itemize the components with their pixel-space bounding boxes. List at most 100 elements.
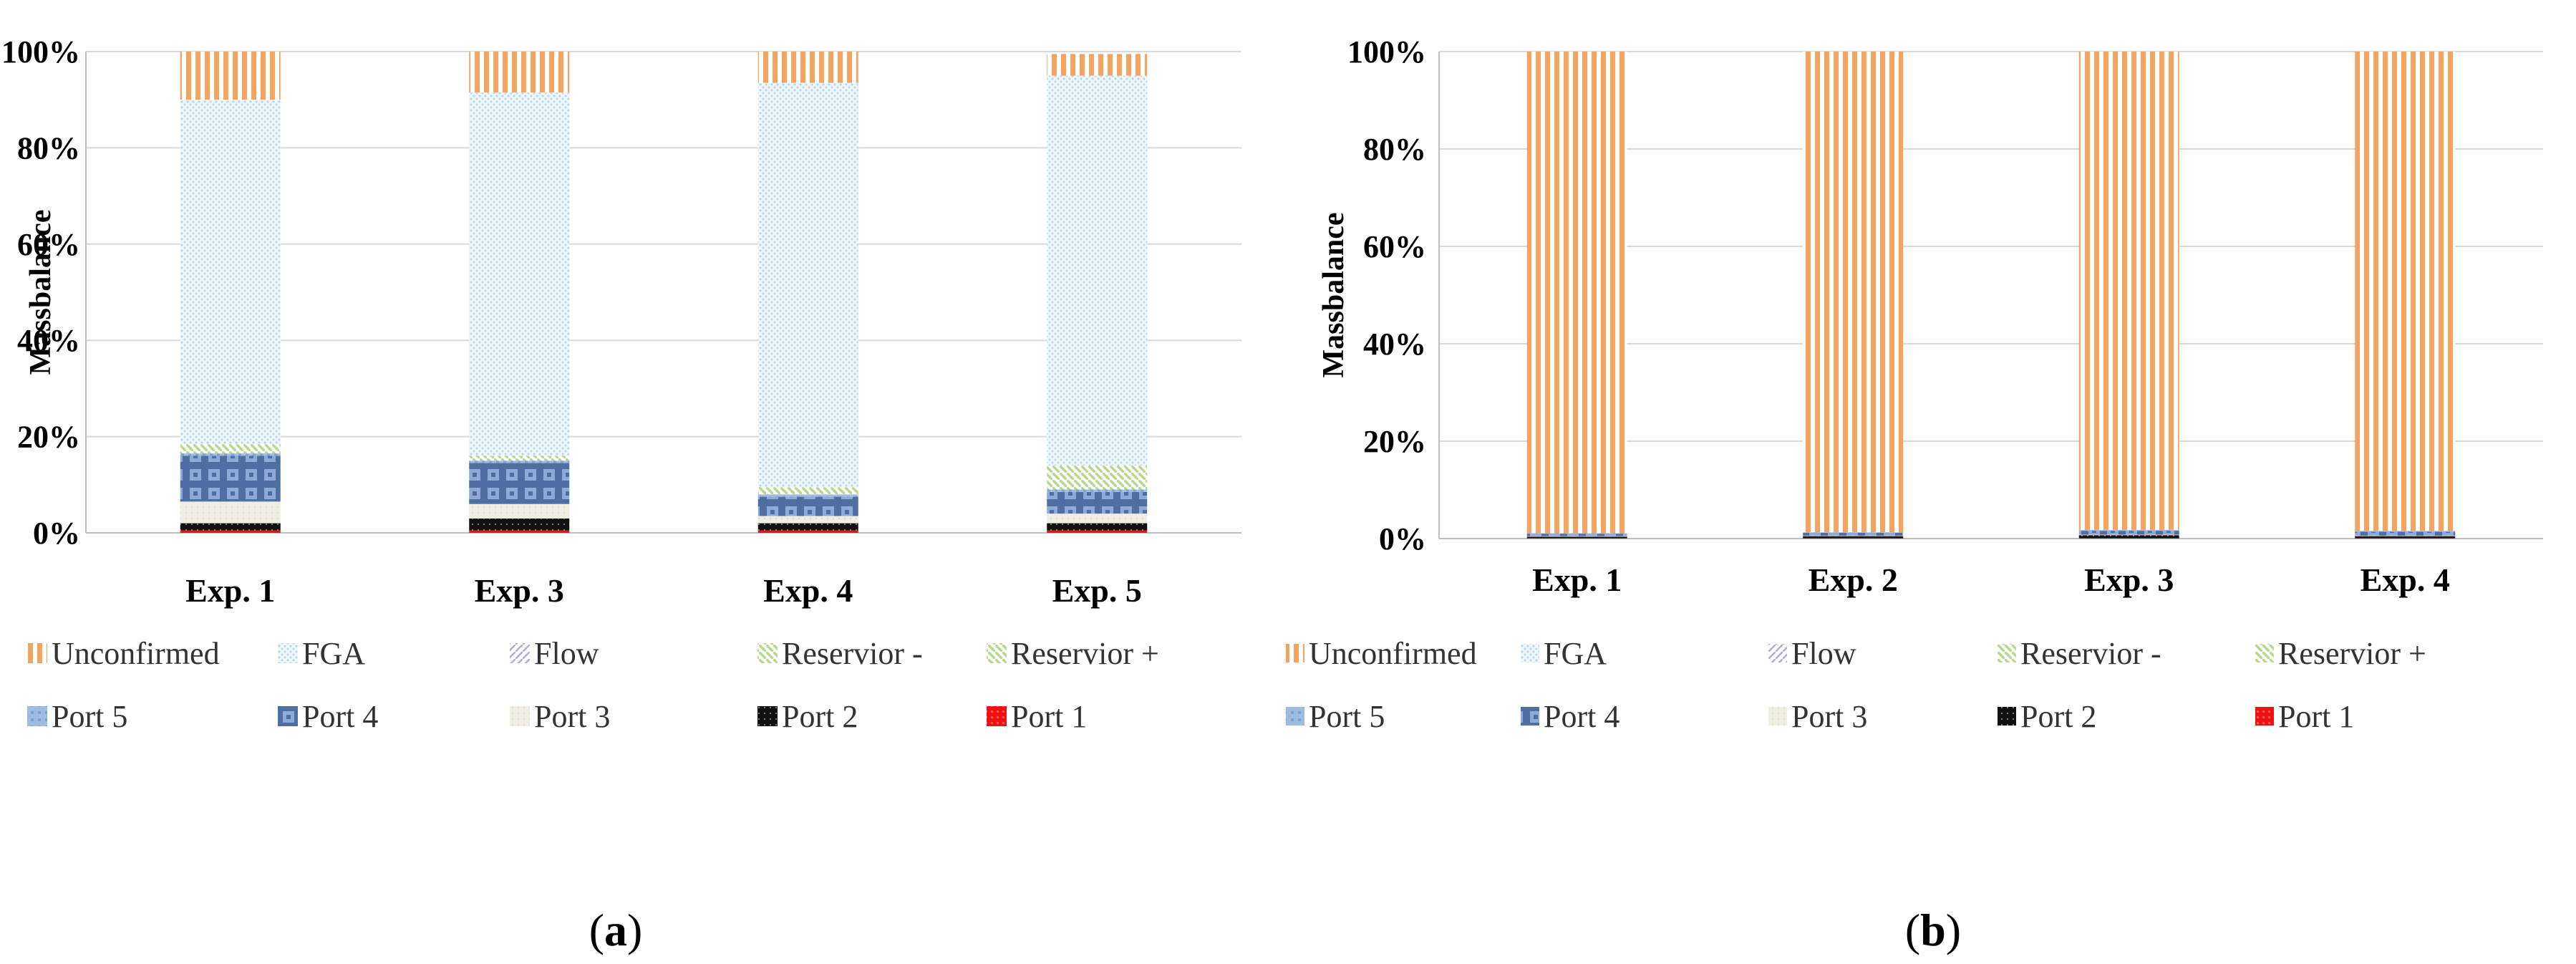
legend-swatch-port-5 xyxy=(1286,707,1304,726)
x-category-label: Exp. 4 xyxy=(763,572,853,609)
legend-swatch-port-4 xyxy=(1521,707,1539,726)
bar-segment-reservior xyxy=(1047,465,1148,490)
legend-swatch-port-1 xyxy=(2255,707,2274,726)
bar-segment-port-2 xyxy=(2078,535,2179,539)
legend-label-reservior: Reservior + xyxy=(2278,636,2426,671)
bar-segment-port-3 xyxy=(1526,536,1627,537)
legend-label-unconfirmed: Unconfirmed xyxy=(1309,636,1477,671)
y-tick-label: 0% xyxy=(1379,521,1426,556)
legend-label-reservior: Reservior - xyxy=(782,636,923,671)
bar-segment-port-4 xyxy=(1526,534,1627,536)
bar-segment-port-4 xyxy=(469,463,570,504)
y-tick-label: 100% xyxy=(1347,34,1426,69)
bar-segment-unconfirmed xyxy=(469,52,570,93)
bar-segment-port-1 xyxy=(469,530,570,533)
y-tick-label: 60% xyxy=(17,227,80,262)
bar-segment-unconfirmed xyxy=(2355,52,2456,531)
bar-segment-port-4 xyxy=(1047,491,1148,514)
legend-swatch-flow xyxy=(1768,644,1787,662)
x-category-label: Exp. 4 xyxy=(2360,561,2450,598)
bar-segment-port-2 xyxy=(469,518,570,531)
legend-swatch-reservior xyxy=(2255,644,2274,662)
y-tick-label: 20% xyxy=(1363,424,1426,459)
legend-label-port-4: Port 4 xyxy=(302,699,378,734)
bar-segment-port-5 xyxy=(2078,529,2179,531)
bar-segment-port-5 xyxy=(1803,532,1904,533)
bar-segment-reservior xyxy=(180,443,281,454)
legend-label-port-2: Port 2 xyxy=(2020,699,2096,734)
bar-segment-unconfirmed xyxy=(2078,52,2179,530)
bar-segment-port-4 xyxy=(180,456,281,502)
bar-segment-port-2 xyxy=(180,523,281,531)
bar-segment-reservior xyxy=(757,487,858,495)
legend-swatch-port-3 xyxy=(510,706,530,726)
legend-label-port-5: Port 5 xyxy=(1309,699,1385,734)
x-category-label: Exp. 2 xyxy=(1808,561,1898,598)
bar-segment-port-1 xyxy=(1803,538,1904,539)
legend-label-flow: Flow xyxy=(534,636,599,671)
legend-swatch-port-2 xyxy=(1998,707,2016,726)
legend-label-port-4: Port 4 xyxy=(1544,699,1619,734)
legend-swatch-unconfirmed xyxy=(1286,644,1304,662)
bar-segment-port-2 xyxy=(1047,523,1148,531)
legend-a: Unconfirmed FGA Flow Reservior - Reservior +… xyxy=(27,636,1159,734)
bar-segment-reservior xyxy=(469,456,570,461)
bar-segment-port-5 xyxy=(180,453,281,456)
bar-segment-port-5 xyxy=(757,494,858,497)
bar-segment-port-2 xyxy=(2355,536,2456,539)
x-category-label: Exp. 5 xyxy=(1052,572,1142,609)
y-tick-label: 80% xyxy=(17,130,80,165)
legend-label-port-1: Port 1 xyxy=(2278,699,2354,734)
legend-label-fga: FGA xyxy=(1544,636,1607,671)
y-tick-label: 80% xyxy=(1363,132,1426,167)
bar-segment-fga xyxy=(180,100,281,444)
bar-segment-port-3 xyxy=(1047,514,1148,524)
panel-label-b: (b) xyxy=(1905,905,1961,955)
bar-segment-port-4 xyxy=(1803,532,1904,536)
legend-label-port-1: Port 1 xyxy=(1011,699,1087,734)
bar-segment-unconfirmed xyxy=(1803,52,1904,533)
legend-swatch-port-4 xyxy=(278,706,298,726)
legend-swatch-fga xyxy=(278,643,298,663)
legend-label-port-3: Port 3 xyxy=(534,699,610,734)
legend-label-unconfirmed: Unconfirmed xyxy=(52,636,220,671)
bar-segment-unconfirmed xyxy=(1047,54,1148,76)
chart-a: 0% 20% 40% 60% 80% 100% Massbalance Exp. 1 Exp. … xyxy=(1,34,1241,609)
bar-segment-port-3 xyxy=(180,501,281,524)
y-tick-label: 60% xyxy=(1363,229,1426,264)
legend-swatch-fga xyxy=(1521,644,1539,662)
legend-swatch-unconfirmed xyxy=(27,643,47,663)
y-axis-label: Massbalance xyxy=(1317,213,1350,378)
bar-segment-port-3 xyxy=(2078,534,2179,536)
legend-swatch-reservior xyxy=(1998,644,2016,662)
chart-b: 0% 20% 40% 60% 80% 100% Massbalance Exp. 1 Exp. … xyxy=(1317,34,2543,598)
legend-swatch-port-3 xyxy=(1768,707,1787,726)
y-tick-label: 40% xyxy=(1363,327,1426,362)
legend-label-fga: FGA xyxy=(302,636,365,671)
bar-segment-fga xyxy=(469,92,570,456)
x-category-label: Exp. 3 xyxy=(475,572,564,609)
legend-swatch-port-2 xyxy=(757,706,778,726)
bar-segment-port-3 xyxy=(757,516,858,524)
legend-label-reservior: Reservior + xyxy=(1011,636,1159,671)
bar-segment-port-2 xyxy=(1803,536,1904,539)
legend-b: Unconfirmed FGA Flow Reservior - Reservior +… xyxy=(1286,636,2426,734)
y-tick-label: 20% xyxy=(17,420,80,455)
legend-label-port-5: Port 5 xyxy=(52,699,127,734)
bar-segment-port-1 xyxy=(757,530,858,533)
bar-segment-port-5 xyxy=(469,461,570,463)
y-tick-label: 0% xyxy=(33,516,80,551)
legend-label-flow: Flow xyxy=(1791,636,1856,671)
bar-segment-port-1 xyxy=(2355,538,2456,539)
bar-segment-port-1 xyxy=(180,530,281,533)
bar-segment-port-4 xyxy=(757,496,858,516)
bar-segment-port-2 xyxy=(757,523,858,531)
legend-swatch-reservior xyxy=(987,643,1007,663)
bar-segment-port-5 xyxy=(1047,489,1148,492)
bar-segment-port-4 xyxy=(2078,531,2179,535)
bar-segment-port-1 xyxy=(1047,530,1148,533)
y-tick-label: 40% xyxy=(17,323,80,358)
legend-label-port-2: Port 2 xyxy=(782,699,858,734)
bar-segment-unconfirmed xyxy=(1526,52,1627,534)
